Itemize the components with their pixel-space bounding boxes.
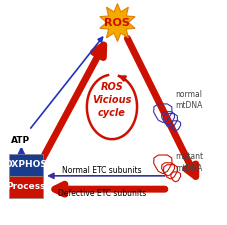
Text: Defective ETC subunits: Defective ETC subunits bbox=[58, 189, 146, 198]
Text: OXPHOS: OXPHOS bbox=[5, 160, 47, 169]
Text: Process: Process bbox=[7, 182, 46, 191]
Text: Normal ETC subunits: Normal ETC subunits bbox=[62, 166, 141, 176]
FancyBboxPatch shape bbox=[9, 154, 43, 176]
Text: mutant
mtDNA: mutant mtDNA bbox=[175, 153, 202, 173]
Text: ROS
Vicious
cycle: ROS Vicious cycle bbox=[92, 82, 131, 119]
Text: ATP: ATP bbox=[11, 136, 30, 145]
Text: ROS: ROS bbox=[104, 18, 130, 27]
FancyBboxPatch shape bbox=[9, 176, 43, 198]
Text: normal
mtDNA: normal mtDNA bbox=[175, 90, 202, 110]
Polygon shape bbox=[99, 4, 134, 41]
